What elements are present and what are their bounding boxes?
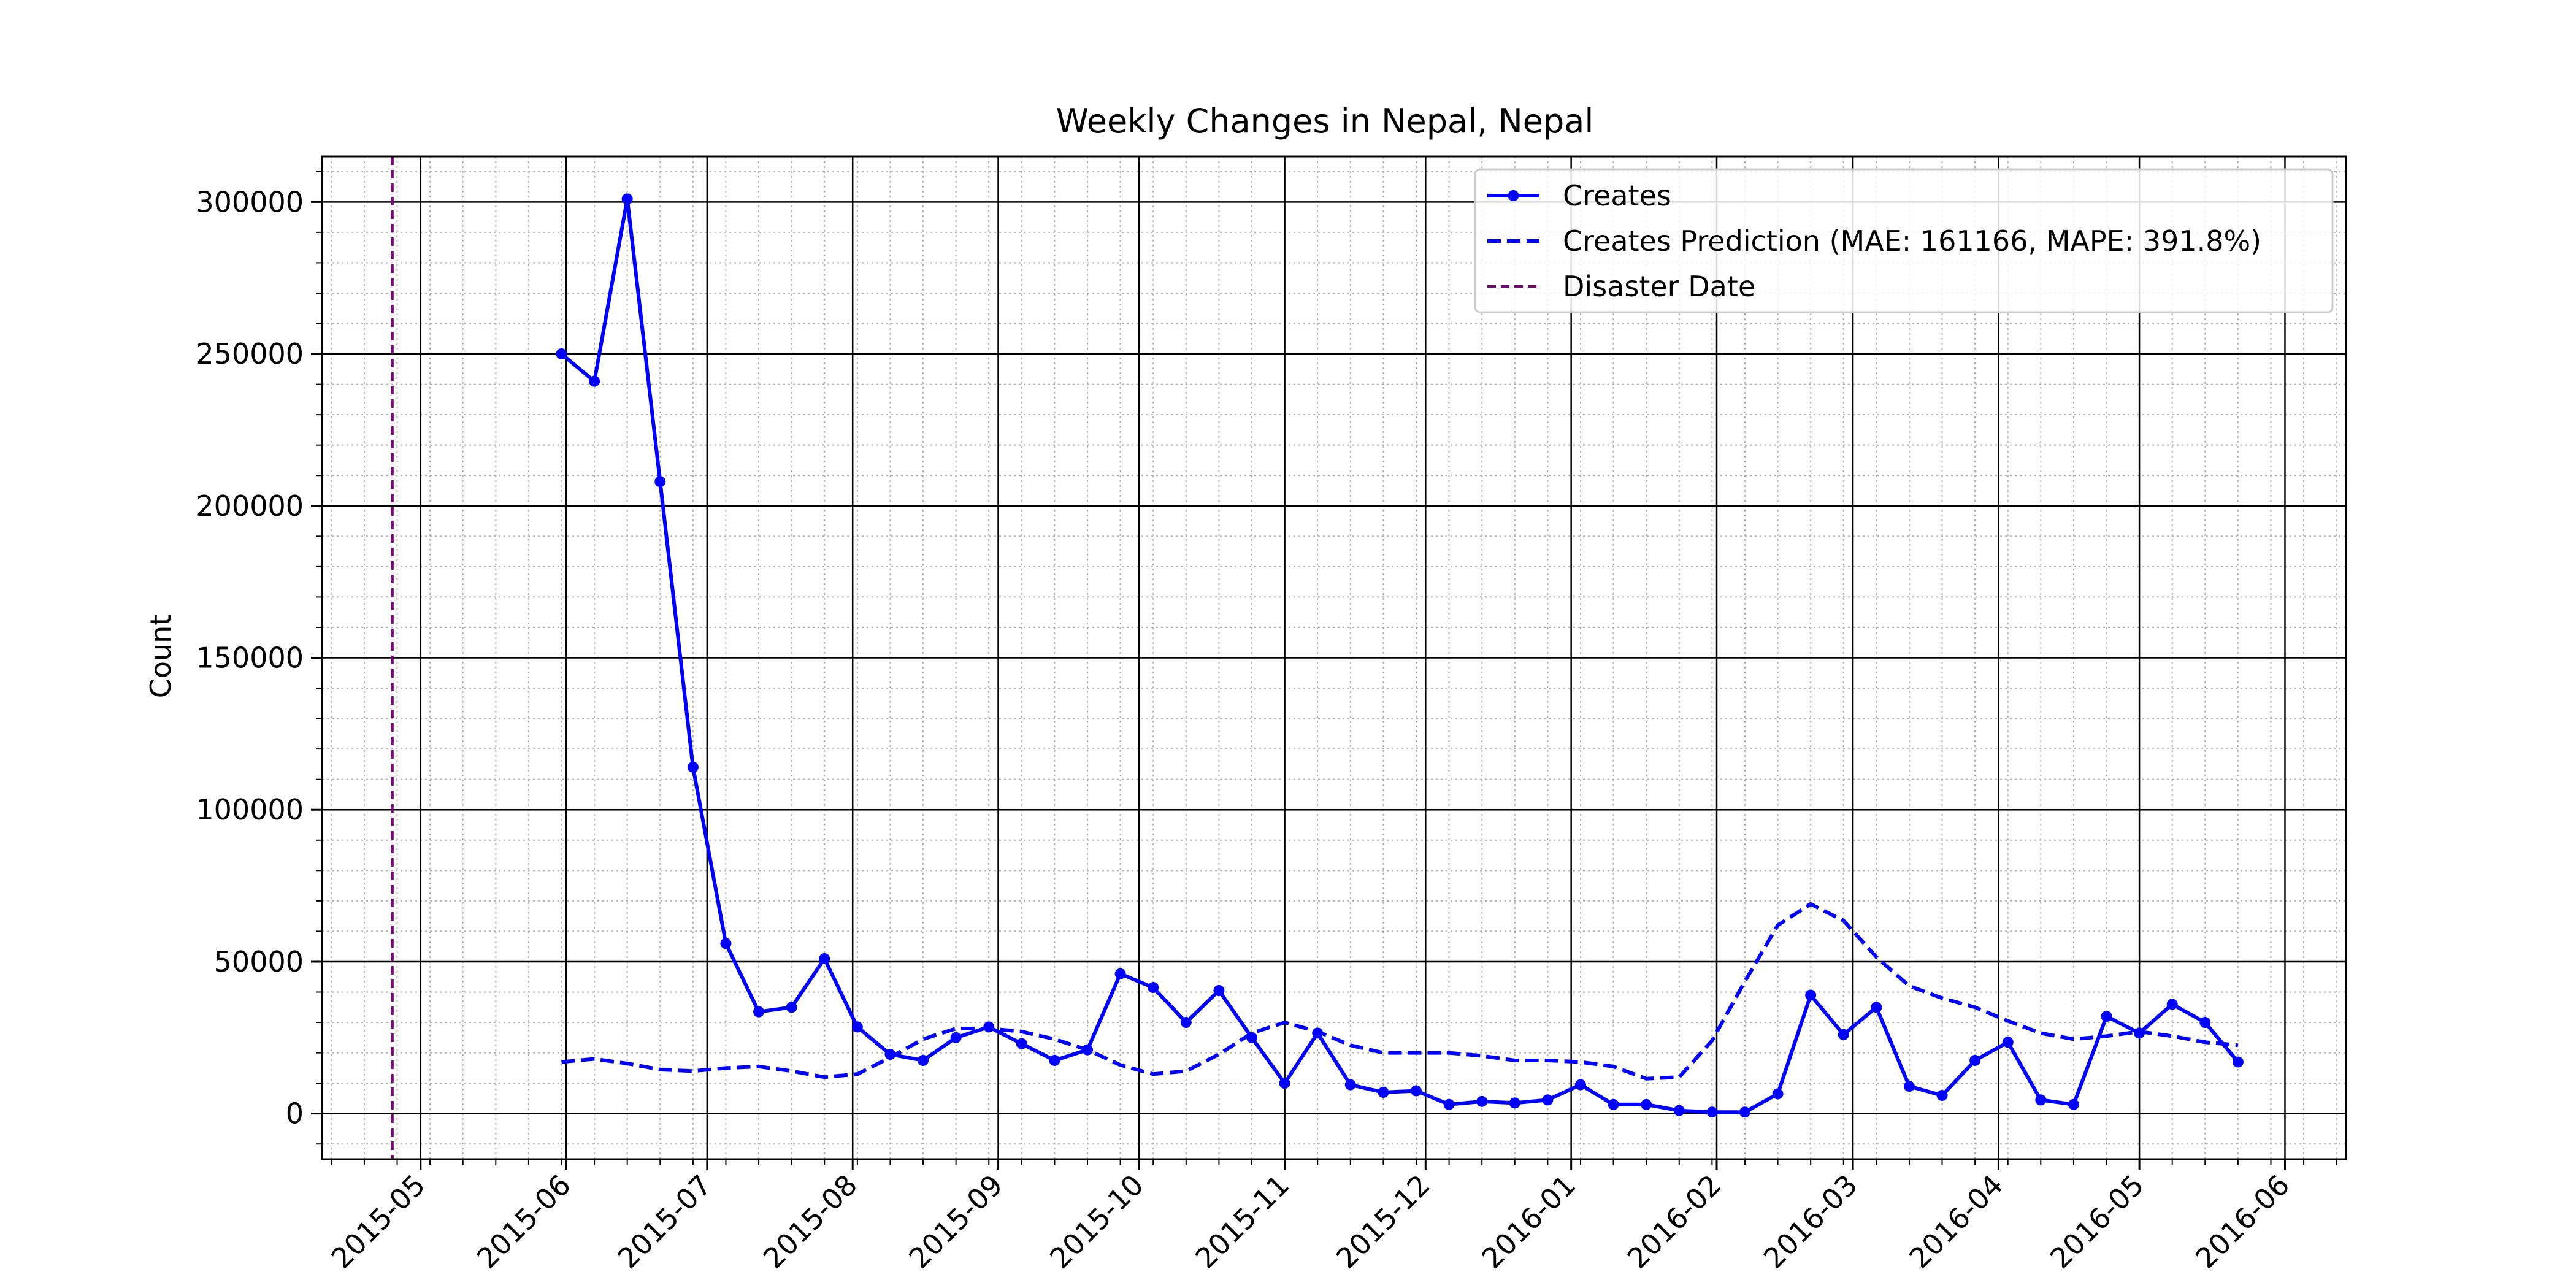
creates-point [2199, 1017, 2211, 1029]
creates-point [1443, 1098, 1455, 1110]
y-tick-label: 150000 [196, 642, 304, 675]
creates-point [786, 1002, 797, 1013]
creates-point [1772, 1088, 1784, 1100]
creates-point [1344, 1079, 1356, 1091]
legend-prediction-label: Creates Prediction (MAE: 161166, MAPE: 3… [1563, 224, 2261, 258]
creates-point [654, 476, 666, 488]
creates-point [1016, 1038, 1027, 1049]
y-tick-label: 200000 [196, 489, 304, 523]
creates-point [1706, 1106, 1718, 1118]
creates-point [1180, 1017, 1192, 1029]
creates-point [1871, 1002, 1882, 1013]
legend-creates-marker [1508, 190, 1519, 201]
creates-point [1969, 1054, 1981, 1066]
y-axis: 0 50000 100000 150000 200000 250000 300000 [196, 171, 322, 1145]
plot-area [321, 155, 2347, 1160]
creates-point [1049, 1054, 1060, 1066]
y-axis-label: Count [144, 615, 177, 699]
creates-point [2101, 1011, 2112, 1022]
creates-point [1805, 989, 1817, 1001]
y-tick-label: 100000 [196, 793, 304, 826]
legend-box [1474, 168, 2334, 313]
y-tick-label: 300000 [196, 185, 304, 218]
creates-point [1903, 1081, 1915, 1092]
creates-point [1114, 968, 1126, 979]
creates-point [1673, 1105, 1685, 1116]
legend-creates-label: Creates [1563, 179, 1671, 212]
legend-disaster-date-label: Disaster Date [1563, 270, 1755, 303]
creates-point [2166, 999, 2178, 1010]
creates-point [851, 1021, 863, 1033]
creates-point [1410, 1085, 1422, 1097]
y-tick-label: 50000 [214, 945, 304, 978]
creates-point [1641, 1098, 1652, 1110]
chart-title: Weekly Changes in Nepal, Nepal [1056, 102, 1594, 140]
legend: Creates Creates Prediction (MAE: 161166, … [1474, 168, 2334, 313]
y-tick-label: 250000 [196, 337, 304, 370]
creates-point [720, 938, 732, 949]
creates-point [1739, 1106, 1750, 1118]
creates-point [1378, 1087, 1389, 1098]
creates-point [589, 375, 600, 387]
series-layer [556, 193, 2244, 1118]
creates-point [819, 953, 830, 964]
creates-point [556, 348, 567, 360]
creates-point [1608, 1098, 1619, 1110]
creates-point [1574, 1079, 1586, 1091]
creates-point [2002, 1037, 2014, 1048]
creates-point [621, 193, 633, 205]
prediction-line [561, 902, 2239, 1081]
creates-point [918, 1054, 929, 1066]
creates-point [1838, 1029, 1849, 1040]
creates-point [1509, 1097, 1520, 1109]
creates-point [1148, 982, 1159, 994]
creates-point [1213, 985, 1225, 997]
creates-point [1936, 1089, 1948, 1101]
creates-point [687, 761, 699, 773]
creates-point [2035, 1094, 2047, 1106]
creates-point [1279, 1078, 1290, 1089]
creates-line [560, 197, 2240, 1114]
creates-point [753, 1006, 765, 1018]
y-tick-label: 0 [286, 1097, 304, 1130]
creates-point [2232, 1056, 2244, 1068]
creates-point [2068, 1098, 2079, 1110]
major-grid [322, 156, 2346, 1159]
creates-point [1476, 1095, 1488, 1107]
creates-point [950, 1032, 962, 1043]
creates-point [1542, 1094, 1554, 1106]
